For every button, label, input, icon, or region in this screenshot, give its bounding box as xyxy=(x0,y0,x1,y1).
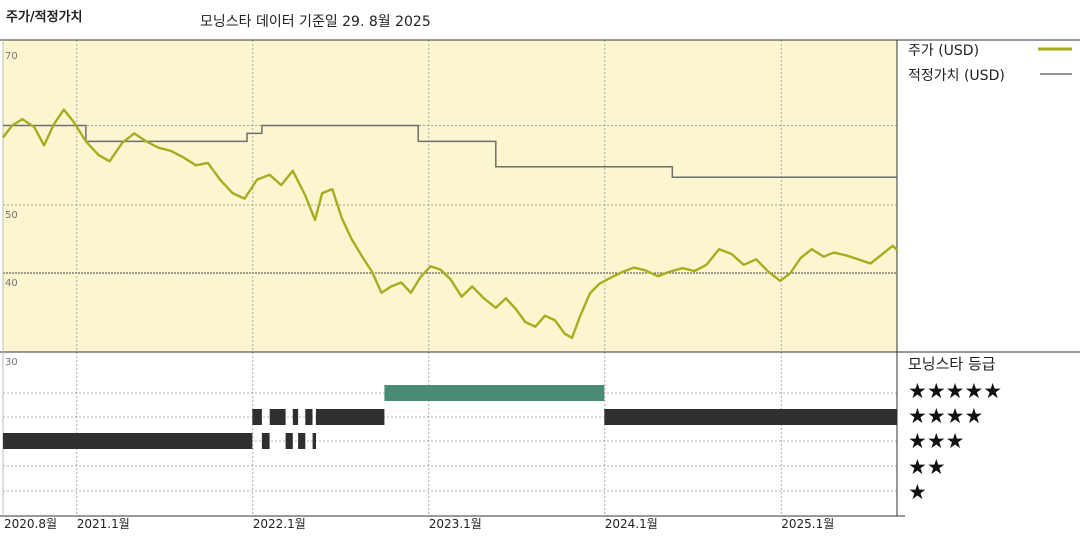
x-tick-label: 2022.1월 xyxy=(253,517,306,531)
rating-level-2: ★★ xyxy=(908,455,946,479)
legend-price-label: 주가 (USD) xyxy=(908,43,979,59)
x-tick-label: 2023.1월 xyxy=(429,517,482,531)
rating-segment-4-star xyxy=(269,409,286,425)
x-tick-label: 2020.8월 xyxy=(4,517,57,531)
price-series xyxy=(2,108,898,339)
price-plot-background xyxy=(3,40,897,352)
rating-panel-title: 모닝스타 등급 xyxy=(908,355,996,373)
chart-frame xyxy=(0,39,1080,517)
legend-fair-value-label: 적정가치 (USD) xyxy=(908,68,1005,84)
rating-segment-4-star xyxy=(305,409,313,425)
data-date-subtitle: 모닝스타 데이터 기준일 29. 8월 2025 xyxy=(200,14,431,30)
x-tick-label: 2021.1월 xyxy=(77,517,130,531)
y-tick-label: 70 xyxy=(5,51,18,62)
rating-level-3: ★★★ xyxy=(908,429,964,453)
legend: 주가 (USD) 적정가치 (USD) xyxy=(908,43,1072,84)
rating-segment-3-star xyxy=(285,433,293,449)
rating-timeline xyxy=(3,385,897,449)
rating-segment-3-star xyxy=(298,433,306,449)
rating-segment-4-star xyxy=(292,409,299,425)
rating-panel: 모닝스타 등급 ★★★★★ ★★★★ ★★★ ★★ ★ xyxy=(908,355,1002,504)
plot-area xyxy=(3,40,897,516)
y-tick-label: 30 xyxy=(5,357,18,368)
chart-title: 주가/적정가치 xyxy=(6,9,83,25)
rating-segment-3-star xyxy=(261,433,270,449)
rating-segment-4-star xyxy=(604,409,897,425)
rating-segment-3-star xyxy=(312,433,316,449)
rating-segment-4-star xyxy=(252,409,262,425)
rating-segment-5-star xyxy=(384,385,605,401)
rating-segment-3-star xyxy=(3,433,253,449)
y-tick-label: 50 xyxy=(5,210,18,221)
rating-level-5: ★★★★★ xyxy=(908,379,1002,403)
x-tick-label: 2024.1월 xyxy=(605,517,658,531)
y-tick-label: 40 xyxy=(5,278,18,289)
fair-value-series xyxy=(3,124,897,178)
rating-level-4: ★★★★ xyxy=(908,404,983,428)
rating-segment-4-star xyxy=(315,409,385,425)
rating-level-1: ★ xyxy=(908,480,927,504)
x-tick-label: 2025.1월 xyxy=(781,517,834,531)
